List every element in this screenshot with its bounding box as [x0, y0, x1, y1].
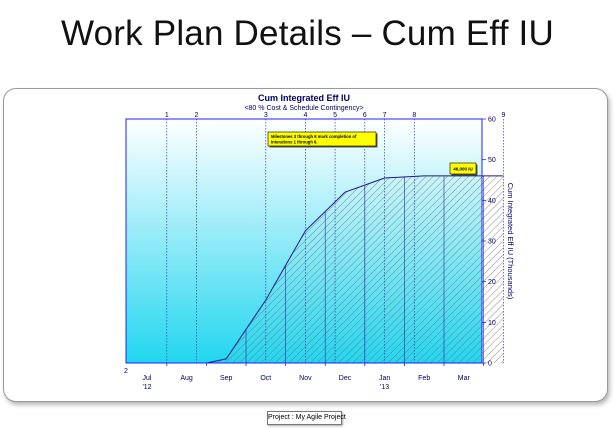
x-month-label: Jul: [143, 375, 152, 382]
annotation-box: [267, 131, 377, 147]
slide-title: Work Plan Details – Cum Eff IU: [61, 14, 554, 53]
annotation-text-line1: Milestones 3 through 8 mark completion o…: [271, 134, 357, 139]
y-tick-label: 50: [488, 157, 496, 164]
milestone-label: 1: [165, 112, 169, 119]
x-start-tick-label: 2: [124, 368, 128, 375]
x-year-label: '13: [380, 384, 389, 391]
x-month-label: Aug: [180, 375, 193, 382]
x-month-label: Jan: [379, 375, 390, 382]
x-month-label: Feb: [418, 375, 430, 382]
value-callout-text: 46,000 IU: [453, 167, 473, 172]
y-tick-label: 10: [488, 320, 496, 327]
y-tick-label: 30: [488, 239, 496, 246]
y-axis-label: Cum Integrated Eff IU (Thousands): [506, 183, 515, 300]
x-month-label: Oct: [260, 375, 271, 382]
x-month-label: Sep: [220, 375, 233, 382]
milestone-label: 4: [303, 112, 307, 119]
value-callout-box: [449, 162, 477, 175]
x-year-label: '12: [142, 384, 151, 391]
milestone-label: 9: [501, 112, 505, 119]
x-month-label: Dec: [339, 375, 352, 382]
cum-eff-iu-chart: Cum Integrated Eff IU <80 % Cost & Schedu…: [124, 93, 515, 391]
x-month-label: Nov: [299, 375, 312, 382]
annotation-text-line2: Interations 1 through 6.: [271, 140, 318, 145]
chart-title: Cum Integrated Eff IU: [258, 93, 350, 103]
milestone-label: 7: [383, 112, 387, 119]
milestone-label: 2: [195, 112, 199, 119]
milestone-label: 6: [363, 112, 367, 119]
chart-subtitle: <80 % Cost & Schedule Contingency>: [244, 105, 363, 112]
project-label: Project : My Agile Project: [267, 411, 346, 425]
milestone-label: 3: [264, 112, 268, 119]
area-fill: [206, 175, 504, 363]
chart-frame: Cum Integrated Eff IU <80 % Cost & Schedu…: [3, 88, 608, 402]
y-tick-label: 60: [488, 117, 496, 124]
y-tick-label: 20: [488, 279, 496, 286]
y-tick-label: 40: [488, 198, 496, 205]
series-line: [206, 175, 504, 364]
milestone-label: 8: [412, 112, 416, 119]
x-month-label: Mar: [458, 375, 471, 382]
y-tick-label: 0: [488, 361, 492, 368]
milestone-label: 5: [333, 112, 337, 119]
